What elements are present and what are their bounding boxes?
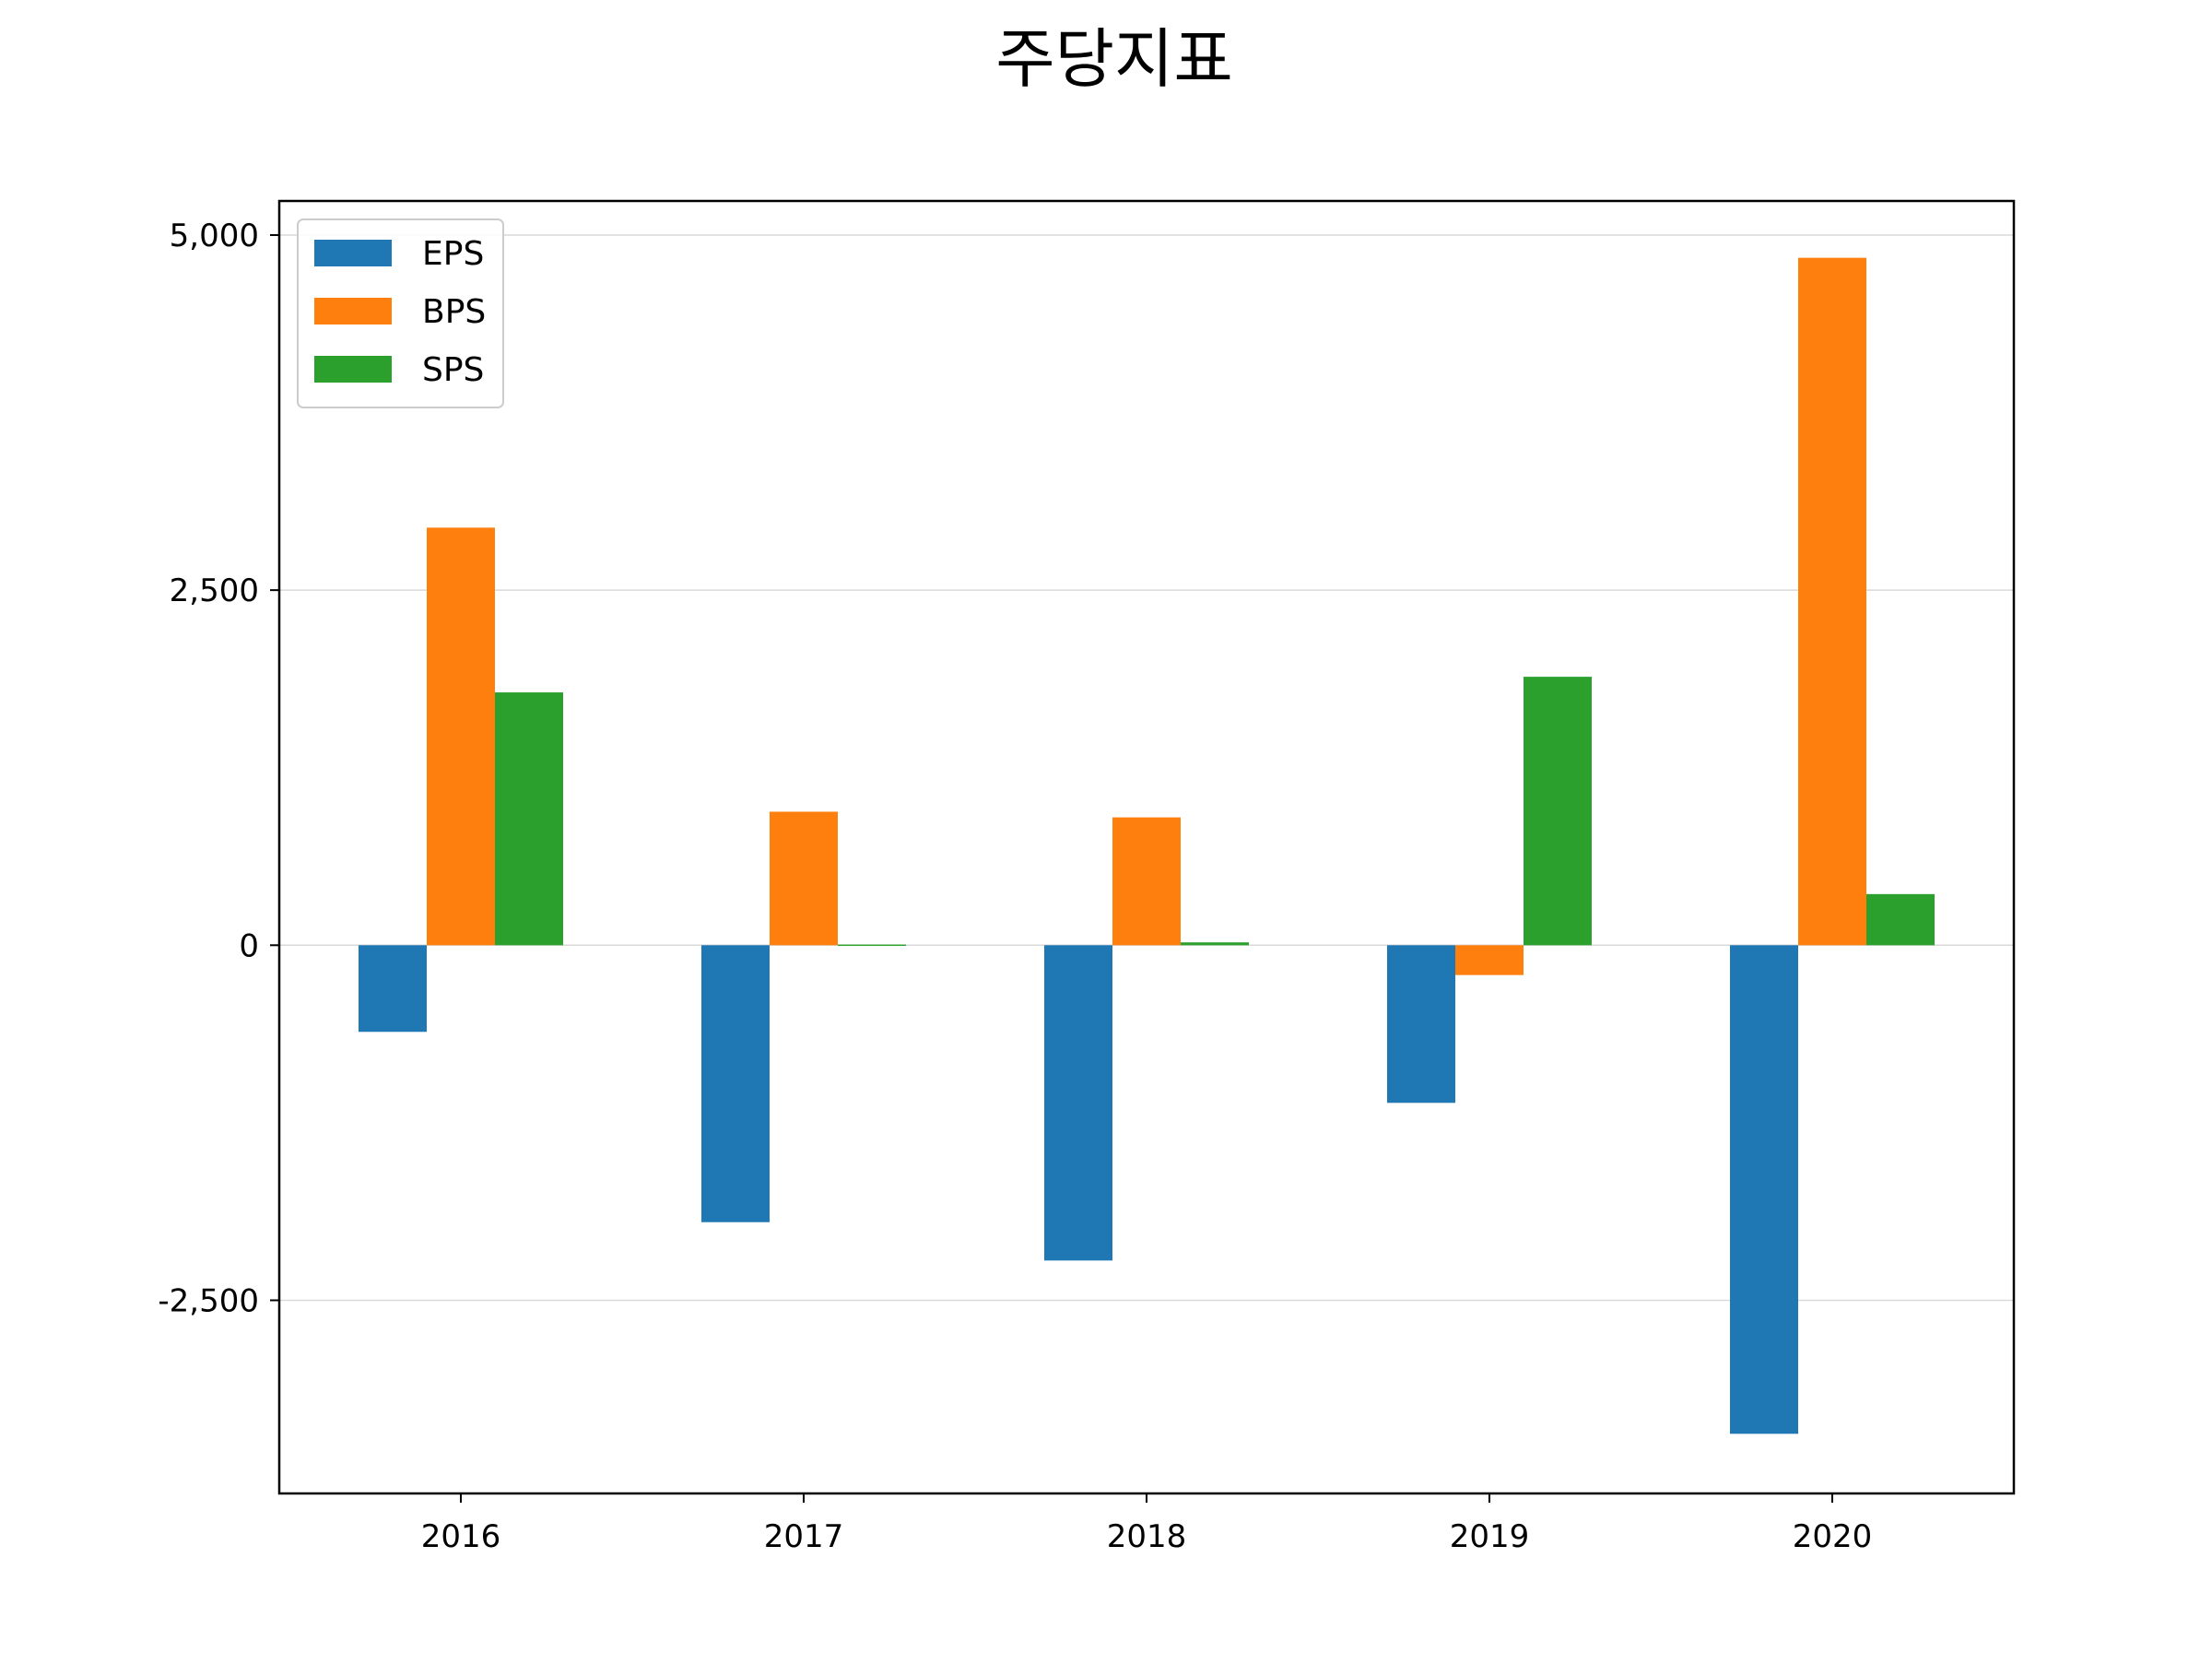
legend-label-eps: EPS — [422, 235, 484, 273]
bar-eps-2019 — [1387, 945, 1455, 1103]
bar-sps-2017 — [838, 944, 906, 947]
grid-lines — [279, 234, 2014, 1302]
bar-eps-2016 — [359, 945, 427, 1033]
bar-bps-2020 — [1798, 257, 1866, 946]
bar-sps-2016 — [495, 692, 563, 946]
chart-title: 주당지표 — [995, 21, 1233, 97]
legend-label-sps: SPS — [422, 351, 484, 389]
legend-swatch-sps — [314, 356, 392, 383]
bar-bps-2019 — [1455, 945, 1524, 975]
x-tick-label: 2017 — [764, 1518, 844, 1555]
bar-bps-2017 — [770, 811, 838, 946]
bar-sps-2018 — [1181, 942, 1249, 946]
legend-swatch-bps — [314, 298, 392, 325]
y-tick-label: 0 — [239, 927, 259, 964]
axes: -2,500 0 2,500 5,000 2016 2017 2018 2019 2020 — [158, 218, 1872, 1555]
bar-eps-2017 — [701, 945, 770, 1222]
bar-bps-2018 — [1112, 817, 1181, 946]
y-tick-label: 5,000 — [170, 218, 259, 254]
legend-label-bps: BPS — [422, 293, 486, 331]
x-tick-label: 2019 — [1450, 1518, 1530, 1555]
bar-eps-2020 — [1730, 945, 1798, 1434]
bar-sps-2019 — [1524, 677, 1592, 946]
bars — [359, 257, 1935, 1434]
y-tick-label: -2,500 — [158, 1282, 259, 1319]
bar-bps-2016 — [427, 527, 495, 946]
legend: EPS BPS SPS — [297, 218, 504, 408]
legend-swatch-eps — [314, 240, 392, 266]
bar-sps-2020 — [1866, 893, 1935, 946]
x-tick-label: 2016 — [421, 1518, 501, 1555]
x-tick-label: 2020 — [1793, 1518, 1873, 1555]
y-tick-label: 2,500 — [170, 572, 259, 609]
bar-eps-2018 — [1044, 945, 1112, 1261]
x-tick-label: 2018 — [1107, 1518, 1187, 1555]
